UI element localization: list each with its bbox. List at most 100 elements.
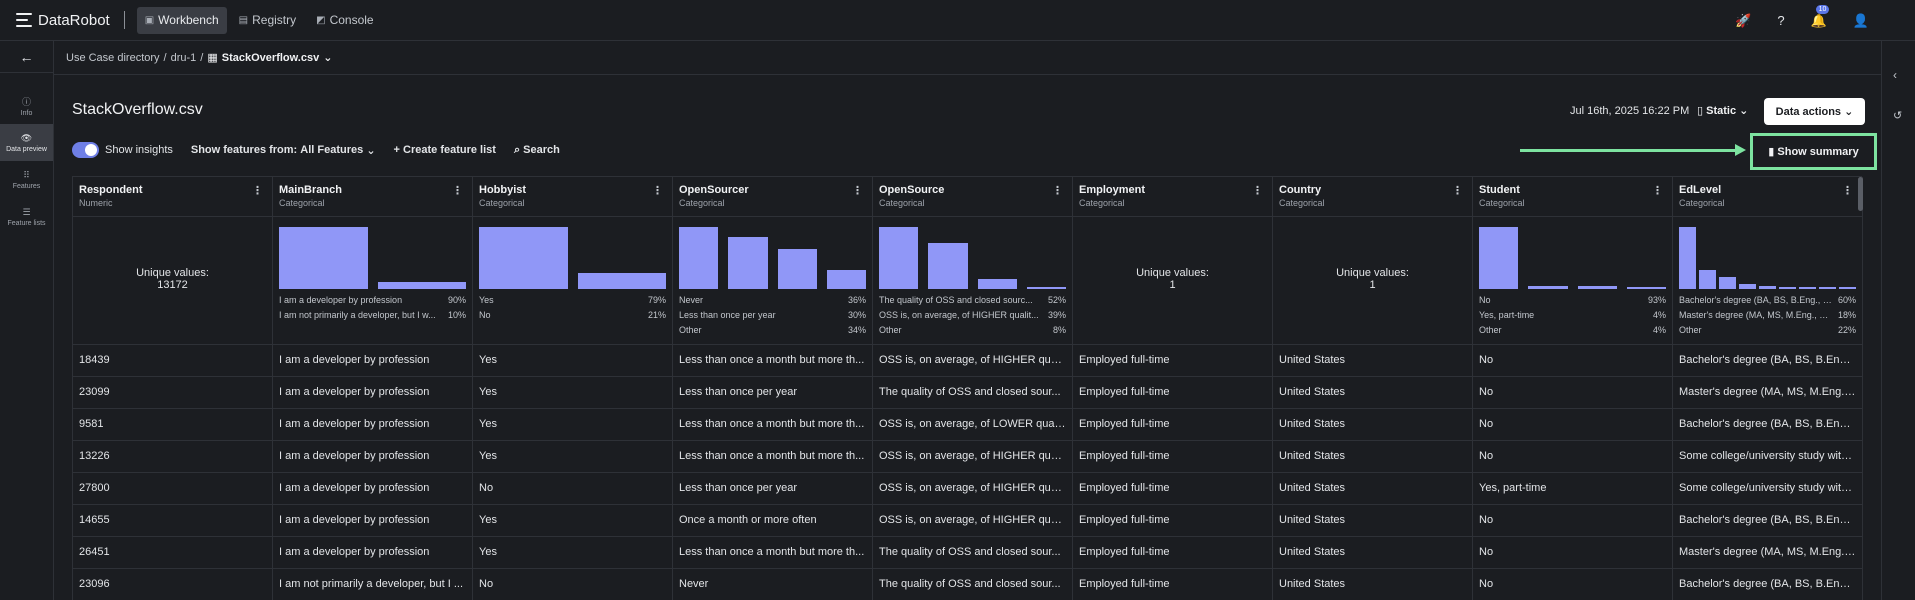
table-cell[interactable]: Employed full-time: [1073, 569, 1272, 600]
table-cell[interactable]: Bachelor's degree (BA, BS, B.Eng., ...: [1673, 505, 1862, 537]
histogram-bar[interactable]: [377, 282, 466, 289]
table-cell[interactable]: Yes, part-time: [1473, 473, 1672, 505]
table-cell[interactable]: United States: [1273, 441, 1472, 473]
table-cell[interactable]: United States: [1273, 505, 1472, 537]
table-cell[interactable]: No: [1473, 569, 1672, 600]
datarobot-logo[interactable]: DataRobot: [16, 12, 110, 29]
table-cell[interactable]: Master's degree (MA, MS, M.Eng., ...: [1673, 377, 1862, 409]
table-cell[interactable]: The quality of OSS and closed sour...: [873, 537, 1072, 569]
histogram-bar[interactable]: [977, 279, 1017, 289]
column-header[interactable]: OpenSourcer Categorical ⋮: [673, 177, 872, 217]
breadcrumb-use-case-directory[interactable]: Use Case directory: [66, 51, 160, 64]
table-cell[interactable]: Yes: [473, 505, 672, 537]
table-cell[interactable]: Less than once a month but more th...: [673, 409, 872, 441]
column-header[interactable]: Respondent Numeric ⋮: [73, 177, 272, 217]
column-header[interactable]: Employment Categorical ⋮: [1073, 177, 1272, 217]
table-cell[interactable]: Yes: [473, 441, 672, 473]
tab-console[interactable]: ◩ Console: [308, 7, 381, 34]
histogram-bar[interactable]: [1528, 286, 1568, 289]
table-cell[interactable]: United States: [1273, 345, 1472, 377]
table-cell[interactable]: No: [1473, 345, 1672, 377]
breadcrumb-current[interactable]: StackOverflow.csv: [221, 51, 320, 64]
table-cell[interactable]: No: [1473, 409, 1672, 441]
table-cell[interactable]: No: [1473, 505, 1672, 537]
table-cell[interactable]: United States: [1273, 569, 1472, 600]
search-icon[interactable]: ⌕: [513, 143, 524, 156]
histogram-bar[interactable]: [1577, 286, 1617, 289]
table-cell[interactable]: No: [473, 473, 672, 505]
table-cell[interactable]: No: [473, 569, 672, 600]
table-cell[interactable]: Employed full-time: [1073, 473, 1272, 505]
show-summary-button[interactable]: ▮ Show summary: [1750, 133, 1877, 170]
histogram-bar[interactable]: [1819, 287, 1836, 289]
table-cell[interactable]: 18439: [73, 345, 272, 377]
table-cell[interactable]: Less than once a month but more th...: [673, 441, 872, 473]
table-cell[interactable]: Bachelor's degree (BA, BS, B.Eng., ...: [1673, 409, 1862, 441]
histogram-bar[interactable]: [728, 237, 768, 289]
table-cell[interactable]: Yes: [473, 345, 672, 377]
table-cell[interactable]: Yes: [473, 537, 672, 569]
table-cell[interactable]: 23099: [73, 377, 272, 409]
histogram-bar[interactable]: [1739, 283, 1756, 289]
collapse-chevron-icon[interactable]: ‹: [1893, 68, 1897, 82]
rail-item-info[interactable]: ⓘ Info: [0, 87, 53, 124]
column-header[interactable]: EdLevel Categorical ⋮: [1673, 177, 1862, 217]
table-cell[interactable]: Less than once a month but more th...: [673, 537, 872, 569]
show-insights-toggle[interactable]: [72, 142, 99, 158]
histogram-bar[interactable]: [279, 227, 368, 289]
history-icon[interactable]: ↺: [1893, 110, 1903, 122]
table-cell[interactable]: OSS is, on average, of HIGHER quali...: [873, 345, 1072, 377]
table-cell[interactable]: I am not primarily a developer, but I ..…: [273, 569, 472, 600]
table-cell[interactable]: United States: [1273, 377, 1472, 409]
static-dropdown[interactable]: ▯ Static ⌄: [1697, 104, 1748, 117]
column-menu-icon[interactable]: ⋮: [1252, 185, 1263, 197]
table-cell[interactable]: Employed full-time: [1073, 505, 1272, 537]
table-cell[interactable]: Never: [673, 569, 872, 600]
table-cell[interactable]: I am a developer by profession: [273, 441, 472, 473]
column-header[interactable]: Student Categorical ⋮: [1473, 177, 1672, 217]
histogram-bar[interactable]: [1799, 287, 1816, 289]
help-icon[interactable]: ?: [1777, 13, 1785, 28]
tab-registry[interactable]: ▤ Registry: [231, 7, 304, 34]
rocket-icon[interactable]: 🚀: [1735, 12, 1752, 28]
histogram-bar[interactable]: [1679, 227, 1696, 289]
column-menu-icon[interactable]: ⋮: [852, 185, 863, 197]
column-menu-icon[interactable]: ⋮: [1052, 185, 1063, 197]
column-menu-icon[interactable]: ⋮: [1652, 185, 1663, 197]
table-cell[interactable]: OSS is, on average, of HIGHER quali...: [873, 505, 1072, 537]
table-cell[interactable]: 14655: [73, 505, 272, 537]
table-cell[interactable]: Employed full-time: [1073, 537, 1272, 569]
column-header[interactable]: Hobbyist Categorical ⋮: [473, 177, 672, 217]
table-cell[interactable]: Less than once per year: [673, 377, 872, 409]
rail-item-feature-lists[interactable]: ☰ Feature lists: [0, 198, 53, 235]
column-menu-icon[interactable]: ⋮: [252, 185, 263, 197]
table-cell[interactable]: United States: [1273, 409, 1472, 441]
breadcrumb-dru-1[interactable]: dru-1: [170, 51, 197, 64]
table-cell[interactable]: 23096: [73, 569, 272, 600]
data-actions-button[interactable]: Data actions ⌄: [1764, 98, 1865, 125]
histogram-bar[interactable]: [679, 227, 719, 289]
table-cell[interactable]: No: [1473, 377, 1672, 409]
column-menu-icon[interactable]: ⋮: [1452, 185, 1463, 197]
features-from-dropdown[interactable]: All Features: [300, 144, 364, 156]
table-cell[interactable]: Some college/university study with...: [1673, 473, 1862, 505]
chevron-down-icon[interactable]: ⌄: [363, 144, 376, 157]
table-cell[interactable]: 9581: [73, 409, 272, 441]
table-cell[interactable]: The quality of OSS and closed sour...: [873, 377, 1072, 409]
histogram-bar[interactable]: [928, 242, 968, 289]
rail-item-data-preview[interactable]: 👁 Data preview: [0, 124, 53, 161]
chevron-down-icon[interactable]: ⌄: [323, 52, 333, 64]
histogram-bar[interactable]: [1479, 227, 1519, 289]
table-cell[interactable]: The quality of OSS and closed sour...: [873, 569, 1072, 600]
histogram-bar[interactable]: [479, 227, 568, 289]
column-header[interactable]: MainBranch Categorical ⋮: [273, 177, 472, 217]
column-menu-icon[interactable]: ⋮: [452, 185, 463, 197]
scrollbar[interactable]: [1858, 177, 1863, 211]
column-header[interactable]: Country Categorical ⋮: [1273, 177, 1472, 217]
histogram-bar[interactable]: [1779, 286, 1796, 289]
table-cell[interactable]: United States: [1273, 473, 1472, 505]
table-cell[interactable]: I am a developer by profession: [273, 505, 472, 537]
column-header[interactable]: OpenSource Categorical ⋮: [873, 177, 1072, 217]
histogram-bar[interactable]: [1699, 270, 1716, 289]
table-cell[interactable]: I am a developer by profession: [273, 473, 472, 505]
